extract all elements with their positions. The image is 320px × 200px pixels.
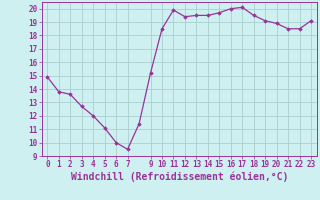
X-axis label: Windchill (Refroidissement éolien,°C): Windchill (Refroidissement éolien,°C): [70, 172, 288, 182]
